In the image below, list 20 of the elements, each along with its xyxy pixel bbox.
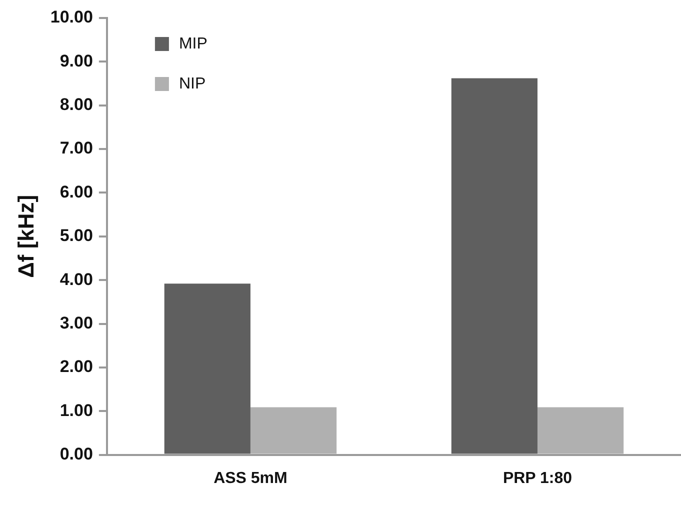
bar (537, 407, 624, 454)
y-tick-label: 4.00 (60, 270, 93, 289)
x-tick-label: PRP 1:80 (502, 470, 572, 487)
legend-label: NIP (178, 75, 206, 92)
y-tick-label: 2.00 (60, 357, 93, 376)
bar (164, 284, 250, 454)
y-tick-label: 10.00 (50, 8, 93, 27)
y-tick-label: 3.00 (60, 313, 93, 332)
y-tick-label: 1.00 (60, 400, 93, 420)
y-tick-label: 9.00 (60, 51, 93, 70)
legend-label: MIP (178, 35, 208, 52)
bar (451, 78, 538, 454)
x-tick-label: ASS 5mM (214, 470, 288, 487)
y-tick-label: 6.00 (60, 182, 93, 202)
y-tick-label: 8.00 (60, 95, 93, 114)
y-tick-label: 0.00 (60, 444, 93, 464)
bar (250, 407, 337, 454)
y-axis-title: Δf [kHz] (13, 194, 38, 278)
y-tick-label: 5.00 (60, 226, 93, 246)
y-tick-label: 7.00 (60, 138, 93, 158)
